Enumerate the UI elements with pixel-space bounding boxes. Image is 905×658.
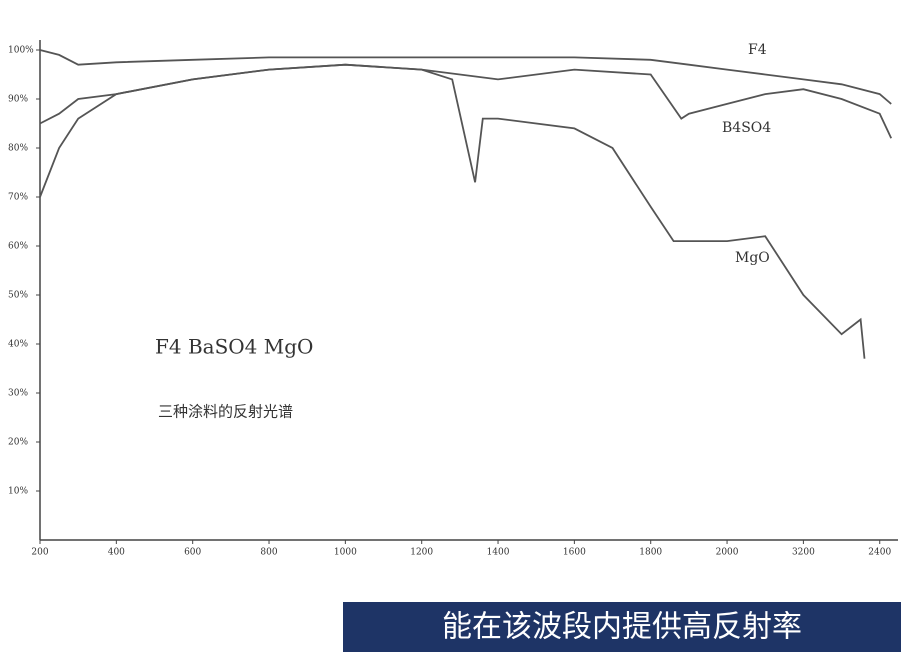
x-tick-label: 600 (184, 548, 201, 558)
x-tick-label: 200 (31, 548, 48, 558)
y-tick-label: 60% (8, 242, 28, 252)
y-tick-label: 10% (8, 487, 28, 497)
banner-bg (343, 602, 901, 652)
series-label: B4SO4 (722, 120, 771, 136)
y-tick-label: 100% (8, 46, 34, 56)
y-tick-label: 40% (8, 340, 28, 350)
series-line (39, 49, 892, 105)
series-line (39, 63, 866, 359)
y-tick-label: 80% (8, 144, 28, 154)
series-label: MgO (735, 250, 770, 266)
y-tick-label: 20% (8, 438, 28, 448)
y-tick-label: 30% (8, 389, 28, 399)
x-tick-label: 2000 (716, 548, 739, 558)
y-tick-label: 70% (8, 193, 28, 203)
x-tick-label: 1000 (334, 548, 357, 558)
x-tick-label: 800 (260, 548, 277, 558)
annotation: F4 BaSO4 MgO (155, 335, 313, 359)
y-tick-label: 50% (8, 291, 28, 301)
banner: 能在该波段内提供高反射率 (442, 610, 802, 645)
x-tick-label: 1800 (639, 548, 662, 558)
x-tick-label: 1200 (410, 548, 433, 558)
x-tick-label: 2400 (868, 548, 891, 558)
series-label: F4 (748, 42, 767, 58)
annotation: 三种涂料的反射光谱 (158, 403, 293, 421)
y-tick-label: 90% (8, 95, 28, 105)
x-tick-label: 3200 (792, 548, 815, 558)
x-tick-label: 1400 (487, 548, 510, 558)
x-tick-label: 400 (108, 548, 125, 558)
x-tick-label: 1600 (563, 548, 586, 558)
